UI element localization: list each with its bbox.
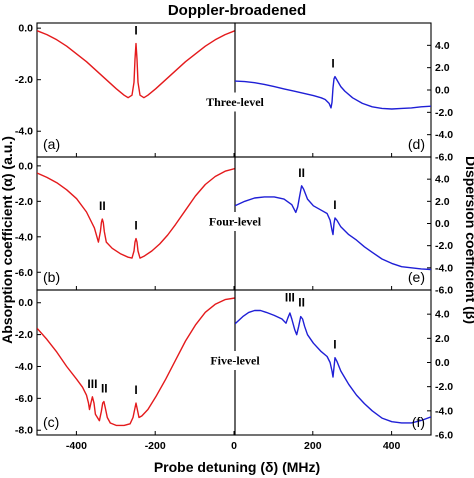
row-2: 0.0-2.0-4.0-6.0III(b)4.02.00.0-2.0-4.0-6… bbox=[15, 156, 453, 297]
x-tick-label: -400 bbox=[66, 440, 87, 452]
peak-label: I bbox=[333, 338, 336, 352]
peak-label: I bbox=[331, 57, 334, 71]
y-tick-label: 2.0 bbox=[435, 62, 450, 74]
y-tick-label: -2.0 bbox=[435, 240, 453, 252]
peak-label: I bbox=[134, 219, 137, 233]
y-tick-label: 0.0 bbox=[18, 23, 33, 35]
x-tick-label: 200 bbox=[304, 440, 322, 452]
y-tick-label: -2.0 bbox=[435, 107, 453, 119]
y-tick-label: -6.0 bbox=[15, 393, 33, 405]
system-label: Five-level bbox=[210, 354, 260, 368]
y-tick-label: -8.0 bbox=[15, 425, 33, 437]
y-axis-right-title: Dispersion coefficient (β) bbox=[463, 156, 474, 324]
peak-label: I bbox=[134, 383, 137, 397]
system-label: Four-level bbox=[209, 215, 262, 229]
y-tick-label: 0.0 bbox=[435, 85, 450, 97]
y-tick-label: 0.0 bbox=[435, 218, 450, 230]
absorption-curve bbox=[37, 167, 235, 259]
y-axis-left-title: Absorption coefficient (α) (a.u.) bbox=[0, 136, 15, 344]
peak-label: II bbox=[298, 295, 305, 309]
figure-title: Doppler-broadened bbox=[168, 2, 306, 19]
panel-label: (f) bbox=[412, 414, 425, 430]
y-tick-label: 4.0 bbox=[435, 309, 450, 321]
system-label-box bbox=[195, 212, 275, 231]
y-tick-label: -6.0 bbox=[435, 430, 453, 442]
y-tick-label: -2.0 bbox=[15, 329, 33, 341]
y-tick-label: -4.0 bbox=[435, 405, 453, 417]
peak-label: II bbox=[99, 199, 106, 213]
y-tick-label: -2.0 bbox=[15, 74, 33, 86]
y-tick-label: 2.0 bbox=[435, 196, 450, 208]
y-tick-label: 0.0 bbox=[18, 160, 33, 172]
peak-label: III bbox=[87, 377, 97, 391]
panel-label: (d) bbox=[408, 136, 425, 152]
y-tick-label: -4.0 bbox=[435, 129, 453, 141]
x-tick-label: 400 bbox=[383, 440, 401, 452]
panel-label: (a) bbox=[43, 136, 60, 152]
absorption-curve bbox=[37, 30, 235, 99]
panels-group: 0.0 -2.0 -4.0 I (a) 4.0 2.0 0.0 -2.0 -4.0 -6.0 I (d)… bbox=[15, 22, 453, 452]
y-tick-label: 2.0 bbox=[435, 333, 450, 345]
peak-label: II bbox=[298, 166, 305, 180]
y-tick-label: -4.0 bbox=[15, 231, 33, 243]
dispersion-curve bbox=[235, 185, 431, 271]
y-tick-label: -6.0 bbox=[435, 152, 453, 164]
absorption-curve bbox=[37, 297, 235, 427]
system-label: Three-level bbox=[206, 95, 264, 109]
y-tick-label: 4.0 bbox=[435, 174, 450, 186]
y-tick-label: -4.0 bbox=[15, 126, 33, 138]
peak-label: I bbox=[333, 198, 336, 212]
y-tick-label: -2.0 bbox=[435, 381, 453, 393]
x-tick-label: -200 bbox=[145, 440, 166, 452]
y-tick-label: -6.0 bbox=[15, 267, 33, 279]
dispersion-curve bbox=[235, 309, 431, 424]
y-tick-label: -2.0 bbox=[15, 196, 33, 208]
y-tick-label: -4.0 bbox=[435, 262, 453, 274]
absorption-panel-1: 0.0 -2.0 -4.0 I (a) bbox=[15, 22, 236, 158]
row-1: 0.0 -2.0 -4.0 I (a) 4.0 2.0 0.0 -2.0 -4.0 -6.0 I (d)… bbox=[15, 22, 453, 164]
system-label-box bbox=[195, 92, 275, 112]
y-tick-label: -4.0 bbox=[15, 361, 33, 373]
panel-label: (c) bbox=[43, 414, 59, 430]
peak-label: I bbox=[134, 24, 137, 38]
panel-label: (e) bbox=[408, 269, 425, 285]
x-axis-title: Probe detuning (δ) (MHz) bbox=[154, 459, 320, 475]
y-tick-label: 0.0 bbox=[18, 297, 33, 309]
y-tick-label: -6.0 bbox=[435, 285, 453, 297]
peak-label: II bbox=[101, 382, 108, 396]
peak-label: III bbox=[285, 291, 295, 305]
x-tick-label: 0 bbox=[231, 440, 237, 452]
y-tick-label: 4.0 bbox=[435, 40, 450, 52]
panel-label: (b) bbox=[43, 269, 60, 285]
dispersion-curve bbox=[235, 75, 431, 110]
y-tick-label: 0.0 bbox=[435, 357, 450, 369]
system-label-box bbox=[195, 351, 275, 370]
